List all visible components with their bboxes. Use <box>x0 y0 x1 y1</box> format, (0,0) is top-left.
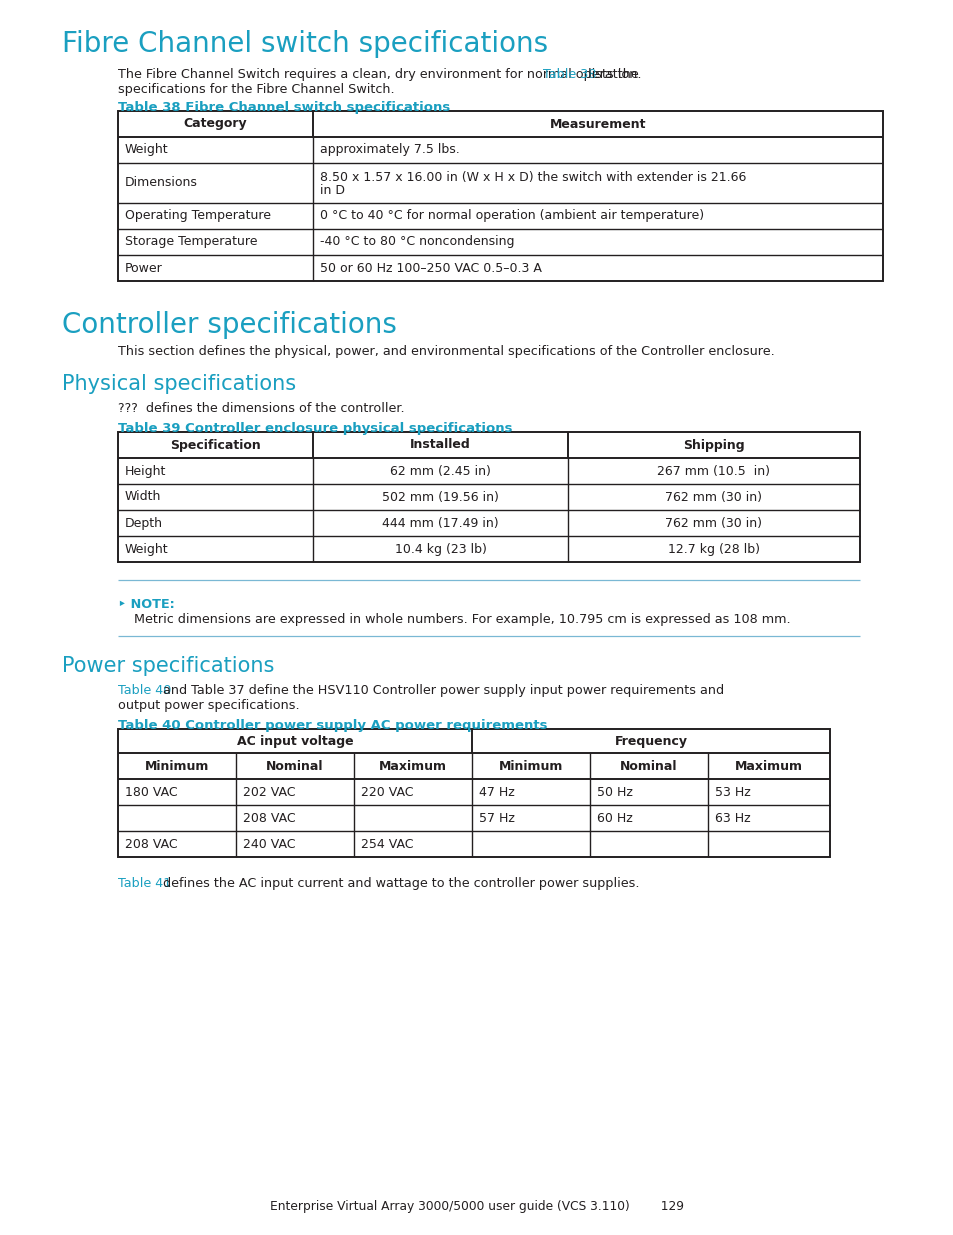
Text: 762 mm (30 in): 762 mm (30 in) <box>665 490 761 504</box>
Text: 444 mm (17.49 in): 444 mm (17.49 in) <box>382 516 498 530</box>
Text: Table 38 Fibre Channel switch specifications: Table 38 Fibre Channel switch specificat… <box>118 101 450 114</box>
Text: 57 Hz: 57 Hz <box>478 811 515 825</box>
Text: Power specifications: Power specifications <box>62 656 274 676</box>
Text: in D: in D <box>319 184 345 198</box>
Text: 254 VAC: 254 VAC <box>360 837 413 851</box>
Text: ???  defines the dimensions of the controller.: ??? defines the dimensions of the contro… <box>118 401 404 415</box>
Text: Weight: Weight <box>125 143 169 157</box>
Text: Shipping: Shipping <box>682 438 744 452</box>
Text: Measurement: Measurement <box>549 117 645 131</box>
Bar <box>118 432 859 562</box>
Text: Frequency: Frequency <box>614 735 687 747</box>
Text: output power specifications.: output power specifications. <box>118 699 299 711</box>
Text: 63 Hz: 63 Hz <box>714 811 750 825</box>
Text: 502 mm (19.56 in): 502 mm (19.56 in) <box>381 490 498 504</box>
Text: Table 38: Table 38 <box>542 68 596 82</box>
Text: 180 VAC: 180 VAC <box>125 785 177 799</box>
Text: 220 VAC: 220 VAC <box>360 785 413 799</box>
Text: Power: Power <box>125 262 163 274</box>
Text: defines the AC input current and wattage to the controller power supplies.: defines the AC input current and wattage… <box>159 877 639 890</box>
Text: Table 40: Table 40 <box>118 684 172 697</box>
Text: This section defines the physical, power, and environmental specifications of th: This section defines the physical, power… <box>118 345 774 358</box>
Text: Maximum: Maximum <box>378 760 447 773</box>
Text: Minimum: Minimum <box>498 760 562 773</box>
Text: 8.50 x 1.57 x 16.00 in (W x H x D) the switch with extender is 21.66: 8.50 x 1.57 x 16.00 in (W x H x D) the s… <box>319 170 745 184</box>
Text: Table 39 Controller enclosure physical specifications: Table 39 Controller enclosure physical s… <box>118 422 512 435</box>
Text: 50 or 60 Hz 100–250 VAC 0.5–0.3 A: 50 or 60 Hz 100–250 VAC 0.5–0.3 A <box>319 262 541 274</box>
Text: Operating Temperature: Operating Temperature <box>125 210 271 222</box>
Text: approximately 7.5 lbs.: approximately 7.5 lbs. <box>319 143 459 157</box>
Text: 240 VAC: 240 VAC <box>243 837 295 851</box>
Text: Controller specifications: Controller specifications <box>62 311 396 338</box>
Text: Nominal: Nominal <box>266 760 323 773</box>
Text: Physical specifications: Physical specifications <box>62 373 295 394</box>
Text: Weight: Weight <box>125 542 169 556</box>
Text: lists the: lists the <box>583 68 639 82</box>
Text: AC input voltage: AC input voltage <box>236 735 353 747</box>
Text: Table 40 Controller power supply AC power requirements: Table 40 Controller power supply AC powe… <box>118 719 547 732</box>
Text: 12.7 kg (28 lb): 12.7 kg (28 lb) <box>667 542 760 556</box>
Text: 60 Hz: 60 Hz <box>597 811 632 825</box>
Text: Depth: Depth <box>125 516 163 530</box>
Text: 62 mm (2.45 in): 62 mm (2.45 in) <box>390 464 491 478</box>
Text: Table 41: Table 41 <box>118 877 172 890</box>
Text: specifications for the Fibre Channel Switch.: specifications for the Fibre Channel Swi… <box>118 83 395 95</box>
Text: Installed: Installed <box>410 438 471 452</box>
Text: and Table 37 define the HSV110 Controller power supply input power requirements : and Table 37 define the HSV110 Controlle… <box>159 684 724 697</box>
Text: 208 VAC: 208 VAC <box>243 811 295 825</box>
Text: ‣ NOTE:: ‣ NOTE: <box>118 598 174 611</box>
Text: 10.4 kg (23 lb): 10.4 kg (23 lb) <box>395 542 486 556</box>
Text: Dimensions: Dimensions <box>125 177 197 189</box>
Text: Fibre Channel switch specifications: Fibre Channel switch specifications <box>62 30 548 58</box>
Text: Width: Width <box>125 490 161 504</box>
Text: -40 °C to 80 °C noncondensing: -40 °C to 80 °C noncondensing <box>319 236 514 248</box>
Bar <box>118 729 829 857</box>
Text: 202 VAC: 202 VAC <box>243 785 295 799</box>
Text: Height: Height <box>125 464 166 478</box>
Text: 208 VAC: 208 VAC <box>125 837 177 851</box>
Text: Storage Temperature: Storage Temperature <box>125 236 257 248</box>
Text: Metric dimensions are expressed in whole numbers. For example, 10.795 cm is expr: Metric dimensions are expressed in whole… <box>133 614 790 626</box>
Text: Category: Category <box>184 117 247 131</box>
Text: 267 mm (10.5  in): 267 mm (10.5 in) <box>657 464 770 478</box>
Text: Maximum: Maximum <box>734 760 802 773</box>
Text: 53 Hz: 53 Hz <box>714 785 750 799</box>
Text: Minimum: Minimum <box>145 760 209 773</box>
Text: 50 Hz: 50 Hz <box>597 785 632 799</box>
Bar <box>118 111 882 282</box>
Text: Enterprise Virtual Array 3000/5000 user guide (VCS 3.110)        129: Enterprise Virtual Array 3000/5000 user … <box>270 1200 683 1213</box>
Text: 762 mm (30 in): 762 mm (30 in) <box>665 516 761 530</box>
Text: 0 °C to 40 °C for normal operation (ambient air temperature): 0 °C to 40 °C for normal operation (ambi… <box>319 210 703 222</box>
Text: Nominal: Nominal <box>619 760 677 773</box>
Text: The Fibre Channel Switch requires a clean, dry environment for normal operation.: The Fibre Channel Switch requires a clea… <box>118 68 649 82</box>
Text: Specification: Specification <box>170 438 260 452</box>
Text: 47 Hz: 47 Hz <box>478 785 515 799</box>
